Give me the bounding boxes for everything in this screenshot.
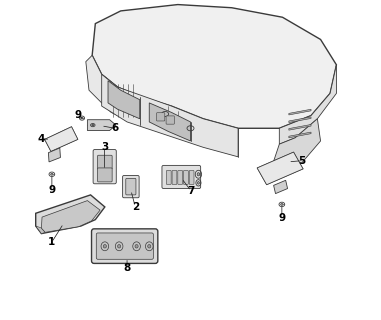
FancyBboxPatch shape [93,149,116,184]
Polygon shape [45,127,78,151]
Ellipse shape [51,173,53,175]
Polygon shape [86,55,140,125]
Ellipse shape [103,244,106,248]
Ellipse shape [281,204,283,205]
Ellipse shape [118,244,121,248]
Text: 9: 9 [278,213,285,223]
Text: 4: 4 [37,134,45,144]
FancyBboxPatch shape [157,113,165,121]
Text: 5: 5 [299,156,306,166]
Text: 8: 8 [123,263,131,274]
Polygon shape [257,152,303,185]
FancyBboxPatch shape [91,229,158,263]
FancyBboxPatch shape [178,171,182,184]
Polygon shape [289,109,311,115]
FancyBboxPatch shape [184,171,188,184]
Text: 9: 9 [74,110,81,120]
FancyBboxPatch shape [98,155,112,169]
Polygon shape [102,74,238,157]
Polygon shape [273,119,320,170]
Polygon shape [279,65,336,144]
Polygon shape [42,201,100,232]
Ellipse shape [148,244,151,248]
Polygon shape [274,180,288,194]
FancyBboxPatch shape [166,116,174,124]
Text: 1: 1 [48,237,55,247]
FancyBboxPatch shape [96,233,154,259]
Ellipse shape [197,181,199,184]
Polygon shape [289,124,311,130]
Polygon shape [36,195,105,234]
FancyBboxPatch shape [166,171,171,184]
Text: 2: 2 [132,202,139,212]
Polygon shape [48,148,61,162]
Polygon shape [289,132,311,138]
Polygon shape [36,226,45,234]
Polygon shape [289,117,311,123]
FancyBboxPatch shape [189,171,194,184]
Text: 3: 3 [101,142,108,152]
FancyBboxPatch shape [172,171,177,184]
Ellipse shape [92,124,94,126]
Polygon shape [92,4,336,128]
FancyBboxPatch shape [98,168,112,182]
FancyBboxPatch shape [123,176,139,198]
Text: 7: 7 [187,186,195,196]
Polygon shape [87,120,116,131]
FancyBboxPatch shape [162,165,201,188]
Polygon shape [149,103,190,141]
Ellipse shape [135,244,138,248]
FancyBboxPatch shape [126,178,136,195]
Text: 9: 9 [48,185,56,195]
Ellipse shape [197,173,200,176]
Ellipse shape [81,117,83,119]
Polygon shape [108,81,140,119]
Text: 6: 6 [111,123,118,133]
